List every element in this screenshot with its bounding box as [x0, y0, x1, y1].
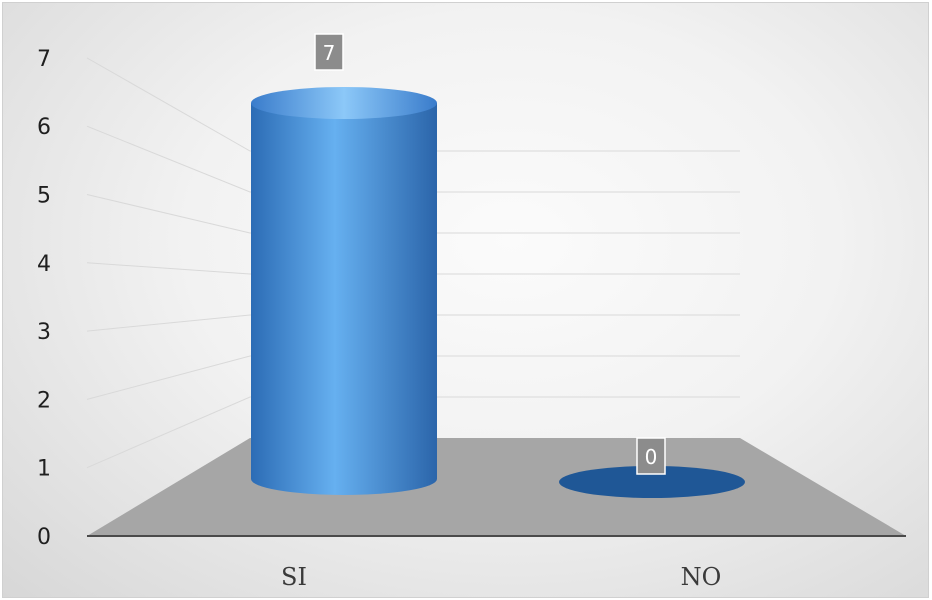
- y-tick-label: 4: [37, 252, 51, 277]
- data-label-box: [636, 437, 666, 475]
- bars: [251, 87, 745, 498]
- y-tick-label: 5: [37, 184, 51, 209]
- gridline: [86, 355, 740, 400]
- gridline: [86, 57, 740, 152]
- x-tick-label: SI: [281, 563, 307, 591]
- bar-si: [251, 103, 437, 495]
- data-label: 0: [645, 445, 658, 469]
- x-tick-label: NO: [681, 563, 722, 591]
- gridline: [86, 125, 740, 193]
- gridline: [86, 194, 740, 234]
- y-axis-ticks: 0 1 2 3 4 5 6 7: [37, 47, 51, 550]
- data-label: 7: [323, 41, 336, 65]
- y-tick-label: 2: [37, 388, 51, 413]
- data-label-box: [314, 33, 344, 71]
- y-tick-label: 0: [37, 525, 51, 550]
- y-tick-label: 1: [37, 457, 51, 482]
- y-tick-label: 6: [37, 115, 51, 140]
- gridlines: [86, 57, 740, 469]
- x-axis-ticks: SI NO: [281, 563, 721, 591]
- y-tick-label: 7: [37, 47, 51, 72]
- bar-cap-si: [251, 87, 437, 119]
- data-labels: 70: [314, 33, 666, 475]
- bar-no: [559, 466, 745, 498]
- gridline: [86, 396, 740, 469]
- chart-floor: [87, 438, 906, 536]
- gridline: [86, 262, 740, 275]
- gridline: [86, 314, 740, 332]
- y-tick-label: 3: [37, 320, 51, 345]
